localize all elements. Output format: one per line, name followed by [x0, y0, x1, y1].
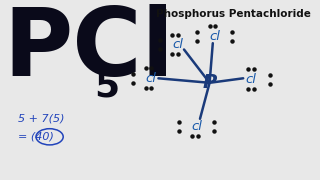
Text: cl: cl [209, 30, 220, 42]
Text: P: P [203, 73, 217, 92]
Text: = (40): = (40) [18, 132, 53, 142]
Text: cl: cl [246, 73, 257, 86]
Text: PCl: PCl [3, 4, 174, 96]
Text: 5 + 7(5): 5 + 7(5) [18, 114, 64, 124]
Text: Phosphorus Pentachloride: Phosphorus Pentachloride [156, 9, 311, 19]
Text: 5: 5 [94, 69, 120, 103]
Text: cl: cl [172, 38, 183, 51]
Text: cl: cl [145, 72, 156, 85]
Text: cl: cl [191, 120, 202, 132]
